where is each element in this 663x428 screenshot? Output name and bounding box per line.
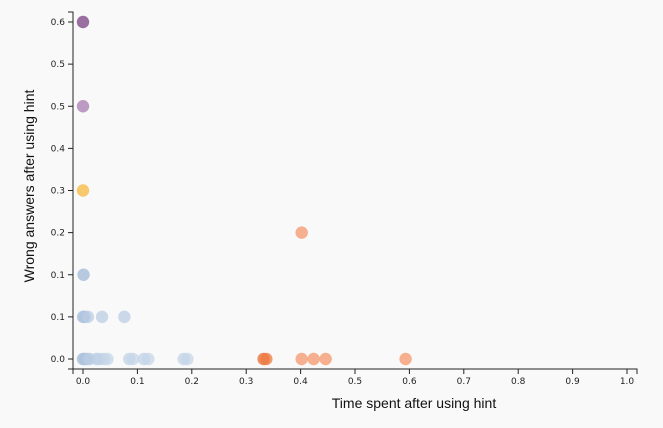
x-tick-label: 0.8	[511, 377, 526, 387]
y-tick-label: 0.5	[51, 102, 65, 112]
data-point[interactable]	[126, 352, 140, 366]
x-ticks: 0.0 0.1 0.2 0.3 0.4 0.5 0.6 0.7 0.8 0.9 1.0	[76, 369, 635, 387]
points-layer	[76, 15, 412, 366]
y-tick-label: 0.4	[51, 144, 66, 154]
data-point[interactable]	[76, 184, 90, 197]
y-tick-label: 0.2	[51, 229, 65, 239]
axes-layer	[68, 11, 638, 374]
data-point[interactable]	[81, 310, 95, 324]
data-point[interactable]	[319, 352, 332, 366]
x-tick-label: 0.2	[185, 377, 199, 387]
x-tick-label: 0.9	[565, 377, 580, 387]
data-point[interactable]	[76, 100, 90, 113]
y-tick-label: 0.1	[51, 313, 65, 323]
x-tick-label: 1.0	[620, 377, 635, 387]
data-point[interactable]	[142, 352, 155, 366]
x-tick-label: 0.1	[130, 377, 144, 387]
x-tick-label: 0.6	[402, 377, 417, 387]
y-tick-label: 0.6	[51, 18, 66, 28]
y-tick-label: 0.3	[51, 187, 65, 197]
x-tick-label: 0.4	[293, 377, 308, 387]
data-point[interactable]	[260, 352, 273, 366]
data-point[interactable]	[101, 352, 114, 366]
data-point[interactable]	[295, 226, 308, 239]
x-tick-label: 0.5	[348, 377, 362, 387]
data-point[interactable]	[77, 268, 90, 281]
data-point[interactable]	[76, 15, 90, 29]
data-point[interactable]	[399, 352, 412, 366]
x-tick-label: 0.3	[239, 377, 253, 387]
y-axis-label: Wrong answers after using hint	[21, 90, 37, 283]
data-point[interactable]	[181, 352, 194, 366]
x-axis-label: Time spent after using hint	[332, 395, 497, 411]
data-point[interactable]	[118, 310, 131, 324]
y-tick-label: 0.0	[51, 355, 66, 365]
y-tick-label: 0.1	[51, 271, 65, 281]
x-tick-label: 0.0	[76, 377, 91, 387]
data-point[interactable]	[95, 310, 109, 324]
x-tick-label: 0.7	[457, 377, 471, 387]
data-point[interactable]	[307, 352, 320, 366]
y-tick-label: 0.5	[51, 60, 65, 70]
data-point[interactable]	[295, 352, 308, 366]
y-ticks: 0.00.10.10.20.30.40.50.50.60.70.80.91.0	[51, 18, 73, 365]
